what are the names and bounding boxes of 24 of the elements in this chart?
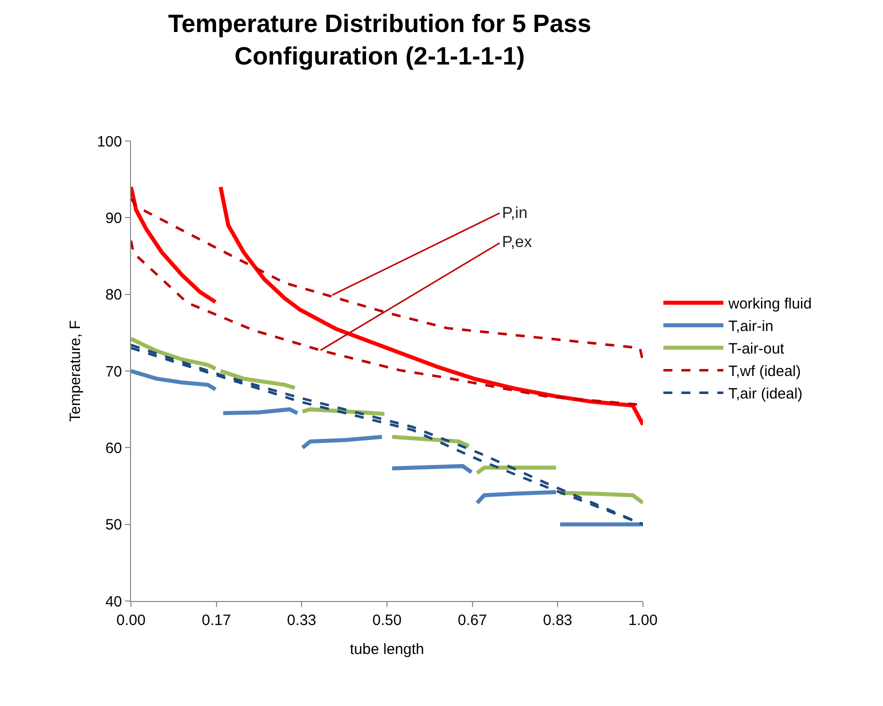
legend-label: working fluid — [727, 296, 812, 313]
x-tick-label: 0.33 — [287, 612, 316, 629]
y-tick-label: 80 — [105, 286, 122, 304]
x-tick-label: 0.17 — [202, 612, 231, 629]
legend-label: T-air-out — [728, 340, 786, 358]
x-tick-label: 0.50 — [372, 612, 402, 629]
y-tick-label: 90 — [105, 210, 122, 227]
x-tick-label: 1.00 — [628, 612, 658, 629]
legend-label: T,air (ideal) — [728, 386, 803, 403]
y-tick-label: 50 — [105, 516, 122, 534]
legend-label: T,air-in — [728, 318, 774, 336]
annotation: P,in — [502, 205, 528, 222]
x-tick-label: 0.83 — [543, 612, 572, 629]
y-tick-label: 40 — [105, 593, 122, 610]
y-tick-label: 60 — [105, 440, 122, 457]
x-tick-label: 0.67 — [458, 612, 487, 629]
x-axis-title: tube length — [350, 641, 424, 658]
legend-label: T,wf (ideal) — [728, 363, 801, 380]
x-tick-label: 0.00 — [116, 612, 146, 629]
annotation: P,ex — [502, 234, 532, 251]
y-axis-title: Temperature, F — [67, 320, 84, 422]
chart-title: Temperature Distribution for 5 Pass Configuration (2-1-1-1-1) — [168, 10, 592, 70]
y-tick-label: 70 — [105, 363, 122, 380]
y-tick-label: 100 — [96, 133, 122, 150]
